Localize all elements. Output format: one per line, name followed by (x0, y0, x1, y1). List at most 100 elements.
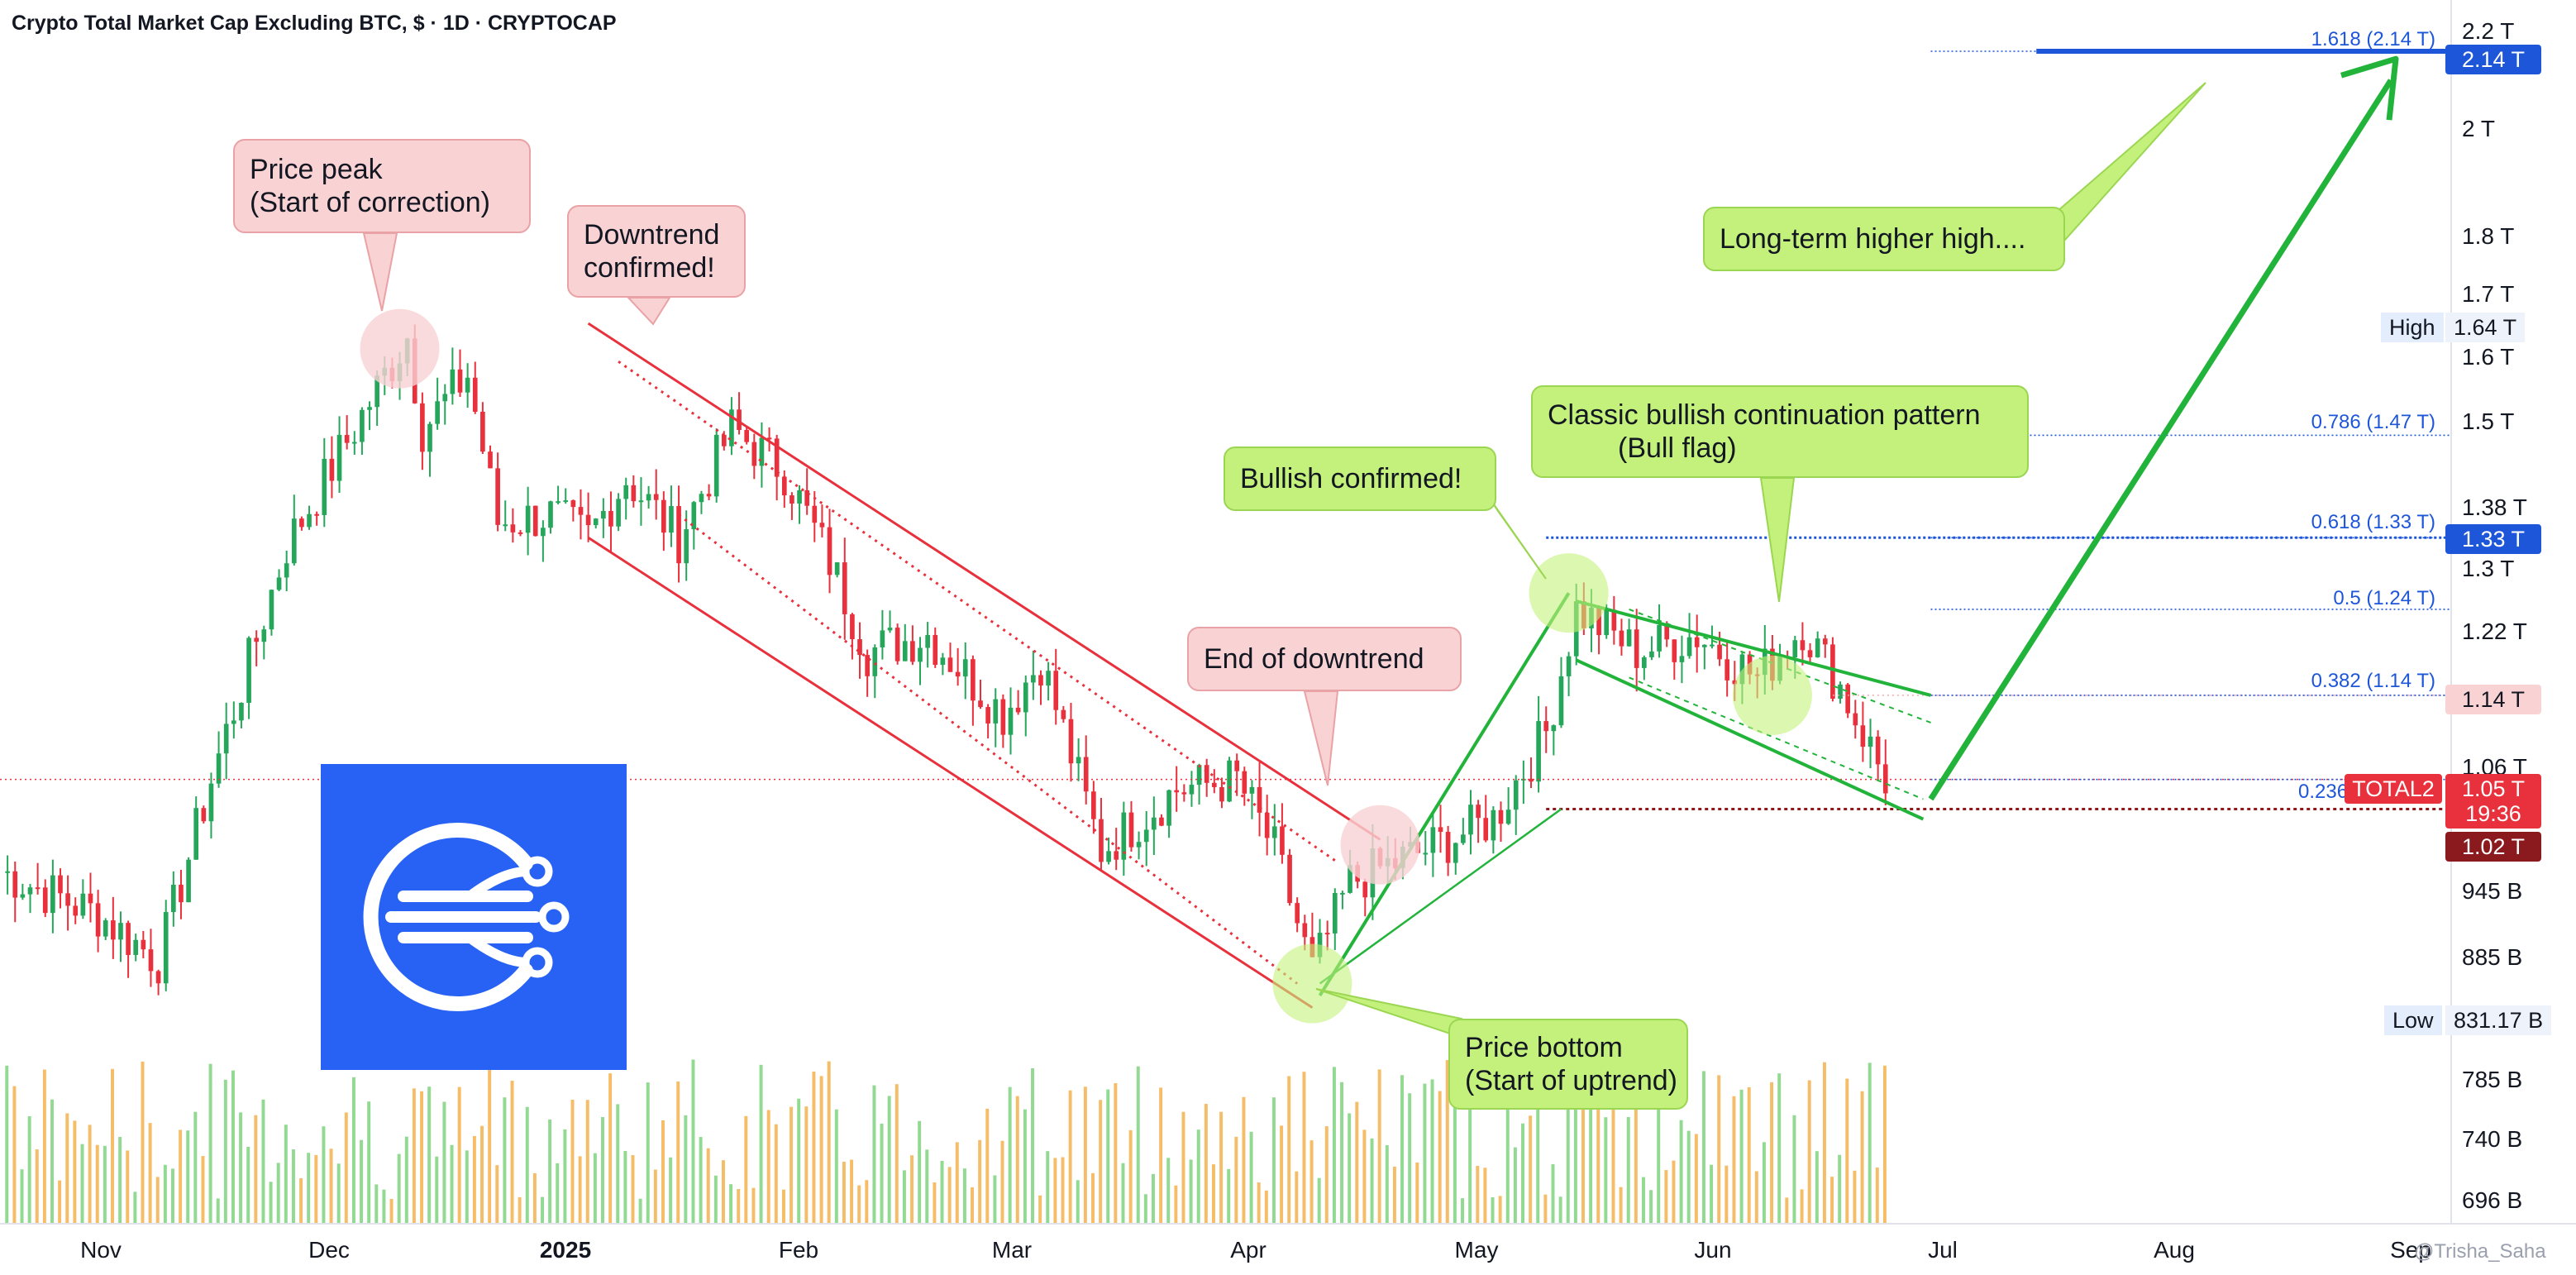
candle-body (985, 707, 990, 723)
volume-bar (457, 1086, 461, 1224)
volume-bar (1106, 1089, 1110, 1224)
candle-body (435, 401, 440, 424)
candle-body (442, 394, 448, 402)
volume-bar (1189, 1159, 1193, 1224)
volume-bar (503, 1097, 507, 1224)
volume-bar (1770, 1082, 1774, 1224)
candle-body (729, 409, 734, 446)
peak-highlight (360, 308, 440, 389)
candle-body (1348, 865, 1352, 893)
candle-body (299, 518, 304, 528)
price-label: 2.2 T (2462, 18, 2515, 44)
candle-body (1423, 852, 1429, 855)
price-label: 1.22 T (2462, 618, 2527, 644)
volume-bar (141, 1061, 145, 1224)
candle-body (118, 923, 123, 940)
candle-body (1815, 638, 1820, 657)
volume-bar (111, 1068, 114, 1224)
volume-bar (729, 1184, 733, 1224)
candle-body (1664, 624, 1670, 640)
volume-bar (42, 1069, 46, 1224)
candle-body (1114, 851, 1119, 860)
volume-bar (585, 1100, 589, 1224)
fib-level-0786: 0.786 (1.47 T) (2311, 411, 2435, 433)
candle-body (179, 884, 184, 903)
volume-bar (1408, 1093, 1412, 1224)
volume-bar (1453, 1068, 1457, 1224)
volume-bar (367, 1101, 371, 1224)
candle-body (827, 527, 832, 575)
candle-body (1242, 771, 1247, 794)
candle-body (1061, 709, 1066, 719)
candle-body (812, 505, 818, 523)
volume-bar (532, 1172, 537, 1224)
time-label-jul: Jul (1928, 1237, 1958, 1263)
volume-bar (412, 1088, 416, 1224)
volume-bar (1211, 1164, 1215, 1224)
candle-body (231, 720, 236, 724)
candle-body (1136, 842, 1142, 848)
candle-body (918, 647, 923, 662)
candle-body (789, 495, 794, 504)
volume-bar (887, 1096, 891, 1224)
candle-body (450, 369, 456, 394)
volume-bar (480, 1125, 484, 1224)
volume-bar (925, 1149, 929, 1224)
candle-body (518, 532, 523, 534)
badge-level-1-02: 1.02 T (2445, 832, 2541, 862)
uptrend-line-support (1319, 808, 1562, 985)
volume-bar (12, 1086, 17, 1224)
volume-bar (5, 1065, 9, 1224)
volume-bar (1461, 1198, 1465, 1224)
volume-bar (850, 1159, 854, 1224)
candle-body (1558, 676, 1564, 726)
volume-bar (1845, 1078, 1849, 1224)
candle-body (1476, 805, 1481, 819)
candle-body (1717, 644, 1722, 660)
candle-body (894, 628, 900, 661)
volume-bar (1830, 1177, 1834, 1224)
volume-bar (1083, 1086, 1087, 1224)
candle-body (155, 971, 161, 984)
volume-bar (601, 1116, 604, 1224)
volume-bar (163, 1164, 167, 1224)
volume-bar (216, 1198, 220, 1224)
volume-bar (1762, 1142, 1766, 1224)
volume-bar (789, 1106, 794, 1224)
candle-body (35, 887, 41, 890)
volume-bar (1219, 1111, 1224, 1224)
price-label: 945 B (2462, 878, 2523, 904)
candle-body (1845, 684, 1850, 714)
time-label-nov: Nov (80, 1237, 122, 1263)
candle-body (1271, 826, 1277, 838)
fib-level-0236: 0.236 (2298, 781, 2349, 803)
volume-bar (804, 1106, 809, 1224)
volume-bar (1581, 1085, 1585, 1224)
volume-bar (684, 1115, 688, 1224)
volume-bar (1099, 1100, 1103, 1224)
candle-body (1091, 791, 1096, 819)
volume-bar (834, 1109, 838, 1224)
candle-body (978, 700, 983, 708)
candle-body (336, 435, 342, 481)
volume-bar (1271, 1097, 1276, 1224)
volume-bar (1498, 1196, 1502, 1224)
candle-body (751, 442, 757, 466)
volume-bar (1438, 1091, 1442, 1224)
candle-body (1657, 624, 1662, 652)
candle-body (367, 407, 372, 410)
candle-body (1732, 680, 1738, 685)
candle-body (465, 377, 470, 393)
candle-body (1596, 607, 1601, 636)
volume-bar (1159, 1087, 1163, 1224)
candle-body (962, 659, 968, 677)
volume-bar (1196, 1129, 1200, 1224)
volume-bar (638, 1198, 642, 1224)
candle-body (1604, 609, 1610, 636)
candle-body (1015, 707, 1021, 713)
candle-body (1038, 675, 1043, 686)
volume-bar (1868, 1062, 1872, 1224)
candle-body (781, 476, 787, 496)
candle-body (1181, 792, 1187, 795)
candle-body (706, 494, 712, 497)
